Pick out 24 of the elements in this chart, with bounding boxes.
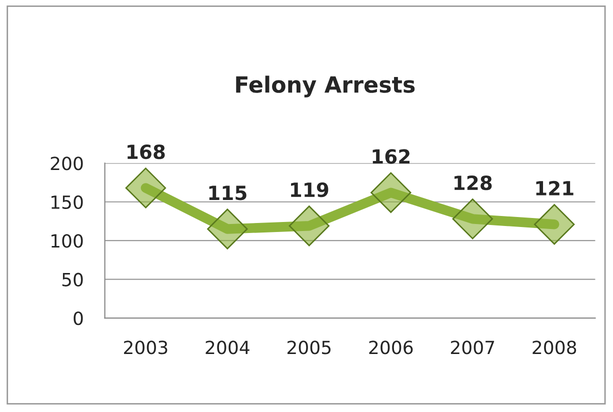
y-tick-label: 0 (74, 312, 83, 326)
data-label: 162 (372, 149, 410, 164)
x-tick-label: 2006 (369, 340, 413, 354)
data-label: 115 (209, 186, 246, 200)
x-tick-label: 2003 (124, 340, 168, 354)
y-tick-label: 100 (52, 234, 83, 248)
y-tick-label: 150 (52, 195, 83, 209)
data-label: 168 (128, 144, 165, 160)
point (207, 208, 248, 250)
x-tick-label: 2004 (206, 340, 250, 354)
point (288, 206, 330, 246)
data-label: 128 (454, 175, 492, 190)
chart-title: Felony Arrests (236, 76, 415, 98)
point (534, 204, 575, 245)
point (370, 172, 412, 213)
x-tick-label: 2008 (532, 340, 576, 354)
x-tick-label: 2005 (288, 340, 331, 354)
data-label: 121 (536, 180, 574, 196)
x-tick-label: 2007 (450, 340, 494, 354)
data-label: 119 (291, 182, 328, 198)
y-tick-label: 200 (50, 156, 83, 170)
point (452, 198, 493, 240)
point (125, 168, 166, 208)
y-tick-label: 50 (62, 272, 83, 286)
